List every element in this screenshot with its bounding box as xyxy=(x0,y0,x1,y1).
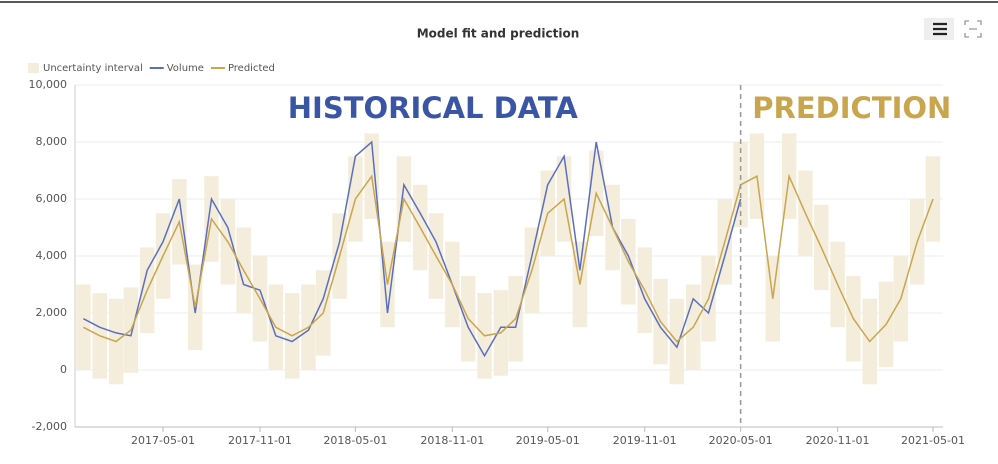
x-tick-label: 2019-11-01 xyxy=(613,434,677,447)
x-tick-label: 2018-05-01 xyxy=(323,434,387,447)
y-tick-label: 0 xyxy=(60,363,67,376)
chart-title: Model fit and prediction xyxy=(417,27,580,41)
y-tick-label: 10,000 xyxy=(29,78,68,91)
menu-icon xyxy=(933,22,947,36)
legend: Uncertainty interval Volume Predicted xyxy=(28,63,275,74)
fullscreen-button[interactable] xyxy=(964,20,982,38)
legend-label: Predicted xyxy=(228,63,275,74)
annotation: PREDICTION xyxy=(752,91,951,125)
legend-label: Uncertainty interval xyxy=(43,63,143,74)
y-tick-label: -2,000 xyxy=(32,420,67,433)
y-tick-label: 4,000 xyxy=(36,249,68,262)
x-tick-label: 2018-11-01 xyxy=(420,434,484,447)
x-tick-label: 2020-11-01 xyxy=(806,434,870,447)
y-tick-label: 2,000 xyxy=(36,306,68,319)
x-tick-label: 2017-11-01 xyxy=(228,434,292,447)
toolbar xyxy=(924,18,982,40)
legend-swatch xyxy=(28,63,39,73)
y-tick-label: 8,000 xyxy=(36,135,68,148)
x-tick-label: 2021-05-01 xyxy=(901,434,965,447)
annotation: HISTORICAL DATA xyxy=(288,91,579,125)
legend-label: Volume xyxy=(167,63,204,74)
series-line xyxy=(83,173,934,343)
x-tick-label: 2020-05-01 xyxy=(709,434,773,447)
x-tick-label: 2019-05-01 xyxy=(516,434,580,447)
y-tick-label: 6,000 xyxy=(36,192,68,205)
x-tick-label: 2017-05-01 xyxy=(131,434,195,447)
plot-area: -2,000 0 2,000 4,000 6,000 8,000 10,000 2017-05… xyxy=(29,78,965,447)
